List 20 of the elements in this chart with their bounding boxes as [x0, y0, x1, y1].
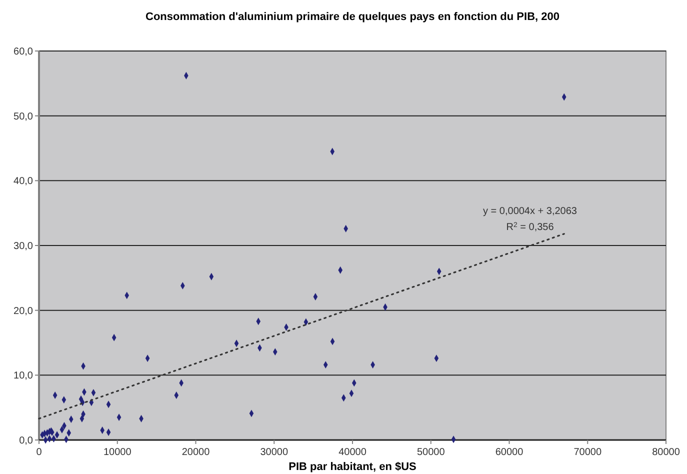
chart-title: Consommation d'aluminium primaire de quelques pays en fonction du PIB, 200	[146, 11, 560, 23]
x-tick-label: 70000	[574, 447, 602, 458]
y-tick-label: 60,0	[14, 46, 34, 58]
y-tick-label: 0,0	[19, 436, 34, 446]
y-tick-label: 10,0	[14, 370, 34, 382]
y-tick-label: 30,0	[14, 241, 34, 252]
x-tick-label: 80000	[652, 447, 680, 458]
annotation: R$^{2}$ = 0,356	[506, 222, 554, 233]
x-tick-label: 60000	[495, 447, 524, 458]
x-tick-label: 10000	[103, 447, 132, 458]
x-axis-title: PIB par habitant, en $US	[288, 461, 416, 473]
x-tick-label: 20000	[182, 447, 210, 458]
y-tick-label: 40,0	[14, 176, 34, 188]
x-tick-label: 0	[36, 447, 42, 458]
x-tick-label: 40000	[338, 447, 367, 458]
annotation: y = 0,0004x + 3,2063	[483, 206, 578, 217]
y-tick-label: 20,0	[14, 306, 34, 317]
y-tick-label: 50,0	[14, 111, 34, 122]
x-tick-label: 30000	[260, 447, 288, 458]
x-tick-label: 50000	[416, 447, 446, 458]
